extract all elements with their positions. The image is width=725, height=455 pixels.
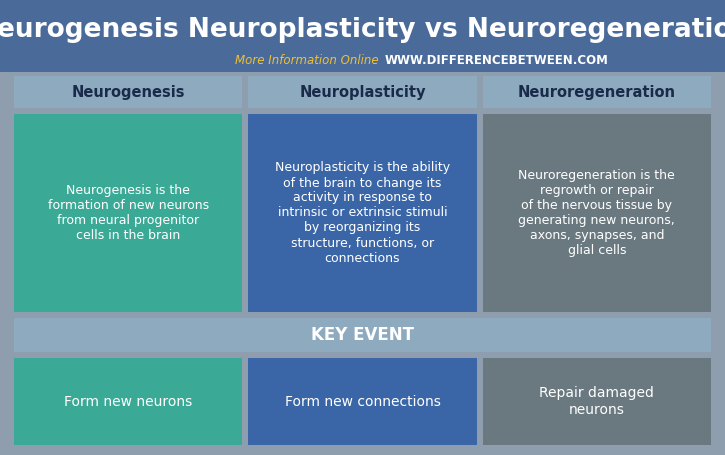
Bar (249, 358, 476, 445)
Bar (14, 76, 242, 108)
Text: Repair damaged
neurons: Repair damaged neurons (539, 386, 654, 417)
Text: Form new connections: Form new connections (284, 394, 440, 409)
Text: Neurogenesis: Neurogenesis (72, 85, 185, 100)
Text: Neuroplasticity: Neuroplasticity (299, 85, 426, 100)
Text: Form new neurons: Form new neurons (64, 394, 192, 409)
Text: Neurogenesis is the
formation of new neurons
from neural progenitor
cells in the: Neurogenesis is the formation of new neu… (48, 184, 209, 242)
Text: Neurogenesis Neuroplasticity vs Neuroregeneration: Neurogenesis Neuroplasticity vs Neuroreg… (0, 17, 725, 43)
Bar (249, 114, 476, 312)
Bar (14, 114, 242, 312)
Bar (14, 358, 242, 445)
Bar (483, 76, 711, 108)
Bar (0, 72, 725, 455)
Text: KEY EVENT: KEY EVENT (311, 326, 414, 344)
Text: Neuroregeneration: Neuroregeneration (518, 85, 676, 100)
Text: Neuroregeneration is the
regrowth or repair
of the nervous tissue by
generating : Neuroregeneration is the regrowth or rep… (518, 169, 675, 257)
Text: More Information Online: More Information Online (235, 54, 383, 66)
Bar (483, 358, 711, 445)
Text: WWW.DIFFERENCEBETWEEN.COM: WWW.DIFFERENCEBETWEEN.COM (384, 54, 608, 66)
Text: Neuroplasticity is the ability
of the brain to change its
activity in response t: Neuroplasticity is the ability of the br… (275, 162, 450, 264)
Bar (249, 76, 476, 108)
Bar (483, 114, 711, 312)
Bar (14, 318, 711, 352)
